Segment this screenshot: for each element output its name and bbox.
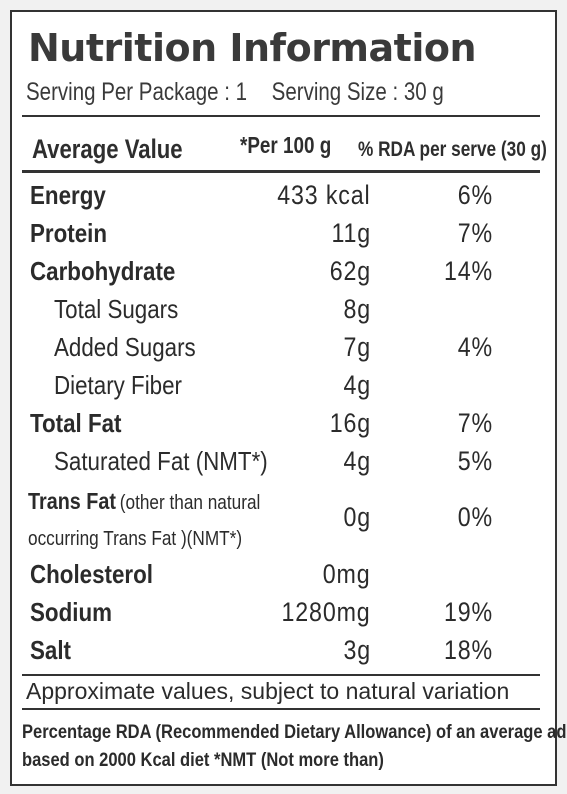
rda-footnote-line2: based on 2000 Kcal diet *NMT (Not more t…	[22, 750, 384, 771]
nutrient-row-total-fat: Total Fat 16g 7%	[12, 408, 555, 446]
nutrient-rda: 18%	[443, 635, 493, 665]
divider-footer	[22, 708, 540, 710]
serving-per-package: Serving Per Package : 1	[26, 78, 248, 106]
nutrient-name: Cholesterol	[30, 559, 154, 589]
nutrient-name: Sodium	[30, 597, 112, 627]
nutrient-value: 62g	[329, 256, 371, 286]
rda-footnote: Percentage RDA (Recommended Dietary Allo…	[22, 719, 567, 775]
nutrient-name: Dietary Fiber	[54, 370, 182, 400]
label-title: Nutrition Information	[28, 26, 477, 70]
serving-size: Serving Size : 30 g	[271, 78, 444, 106]
nutrient-row-sodium: Sodium 1280mg 19%	[12, 597, 555, 635]
nutrient-value: 11g	[331, 218, 371, 248]
nutrient-name: Total Fat	[30, 408, 122, 438]
nutrient-row-trans-fat: 0g 0%	[12, 502, 555, 540]
nutrient-value: 4g	[343, 370, 371, 400]
nutrition-label: Nutrition Information Serving Per Packag…	[10, 10, 567, 786]
rda-footnote-line1: Percentage RDA (Recommended Dietary Allo…	[22, 722, 567, 743]
nutrient-value: 3g	[343, 635, 371, 665]
nutrient-value: 0g	[343, 502, 371, 532]
nutrient-row-protein: Protein 11g 7%	[12, 218, 555, 256]
nutrient-name: Energy	[30, 180, 106, 210]
nutrient-value: 16g	[329, 408, 371, 438]
divider-header	[22, 170, 540, 173]
nutrient-rda: 0%	[457, 502, 493, 532]
nutrient-name: Added Sugars	[54, 332, 196, 362]
nutrient-value: 1280mg	[281, 597, 371, 627]
trans-fat-note-line2: occurring Trans Fat )(NMT*)	[28, 528, 243, 550]
approximate-values-note: Approximate values, subject to natural v…	[26, 678, 510, 704]
nutrient-row-cholesterol: Cholesterol 0mg	[12, 559, 555, 597]
nutrient-row-salt: Salt 3g 18%	[12, 635, 555, 673]
nutrient-row-total-sugars: Total Sugars 8g	[12, 294, 555, 332]
header-rda: % RDA per serve (30 g)	[358, 138, 547, 161]
nutrient-rda: 7%	[457, 218, 493, 248]
nutrient-row-saturated-fat: Saturated Fat (NMT*) 4g 5%	[12, 446, 555, 484]
nutrient-row-dietary-fiber: Dietary Fiber 4g	[12, 370, 555, 408]
nutrient-row-added-sugars: Added Sugars 7g 4%	[12, 332, 555, 370]
divider-top	[22, 115, 540, 117]
nutrient-name: Salt	[30, 635, 72, 665]
nutrient-name: Carbohydrate	[30, 256, 176, 286]
nutrient-rda: 19%	[443, 597, 493, 627]
trans-fat-note-line1: (other than natural	[119, 492, 261, 514]
nutrient-value: 4g	[343, 446, 371, 476]
nutrient-value: 433 kcal	[277, 180, 371, 210]
nutrient-row-energy: Energy 433 kcal 6%	[12, 180, 555, 218]
nutrient-rda: 5%	[457, 446, 493, 476]
nutrient-value: 7g	[343, 332, 371, 362]
header-per-100g: *Per 100 g	[240, 132, 332, 158]
divider-bottom	[22, 674, 540, 676]
nutrient-name-trans-fat: Trans Fat (other than natural occurring …	[28, 484, 260, 556]
nutrient-name: Total Sugars	[54, 294, 179, 324]
nutrient-value: 0mg	[323, 559, 371, 589]
nutrient-rda: 4%	[457, 332, 493, 362]
nutrient-rda: 6%	[457, 180, 493, 210]
nutrient-value: 8g	[343, 294, 371, 324]
header-average-value: Average Value	[32, 134, 183, 164]
serving-info: Serving Per Package : 1 Serving Size : 30…	[26, 78, 444, 107]
trans-fat-name: Trans Fat	[28, 488, 116, 514]
nutrient-name: Protein	[30, 218, 108, 248]
nutrient-name: Saturated Fat (NMT*)	[54, 446, 268, 476]
nutrient-rda: 7%	[457, 408, 493, 438]
nutrient-rda: 14%	[443, 256, 493, 286]
nutrient-row-carbohydrate: Carbohydrate 62g 14%	[12, 256, 555, 294]
